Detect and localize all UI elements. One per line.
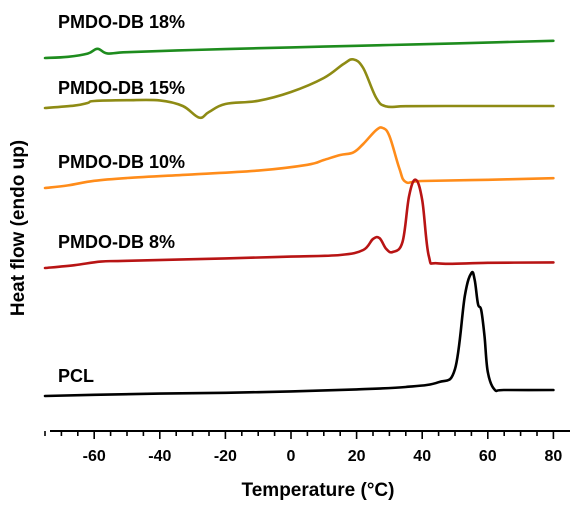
series-line-2 <box>43 126 555 190</box>
x-tick-label: -60 <box>83 448 106 465</box>
curves <box>43 39 555 398</box>
x-tick-label: -40 <box>148 448 171 465</box>
x-tick-label: 60 <box>479 448 497 465</box>
x-axis-ticks: -60 -40 -20 0 20 40 60 80 <box>44 431 563 465</box>
x-tick-label: 40 <box>413 448 431 465</box>
series-line-3 <box>43 178 555 270</box>
series-labels: PMDO-DB 18% PMDO-DB 15% PMDO-DB 10% PMDO-DB… <box>58 12 185 386</box>
x-tick-label: 80 <box>545 448 563 465</box>
x-axis-title: Temperature (°C) <box>242 480 395 500</box>
series-label-4: PCL <box>58 366 94 386</box>
x-tick-label: 0 <box>287 448 296 465</box>
series-line-1 <box>43 57 555 120</box>
series-line-0 <box>43 39 555 60</box>
series-label-2: PMDO-DB 10% <box>58 152 185 172</box>
series-line-4 <box>43 270 555 398</box>
y-axis-title: Heat flow (endo up) <box>8 140 29 316</box>
x-tick-label: 20 <box>348 448 366 465</box>
series-label-1: PMDO-DB 15% <box>58 78 185 98</box>
series-label-0: PMDO-DB 18% <box>58 12 185 32</box>
x-tick-label: -20 <box>214 448 237 465</box>
series-label-3: PMDO-DB 8% <box>58 232 175 252</box>
